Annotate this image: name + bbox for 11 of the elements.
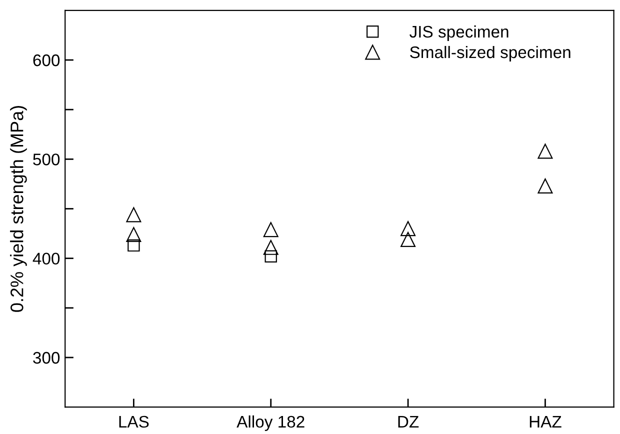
x-tick-label: LAS: [119, 416, 149, 428]
x-tick-label: DZ: [398, 416, 419, 428]
y-tick-label: 600: [33, 54, 60, 66]
legend-label: Small-sized specimen: [410, 46, 570, 62]
y-tick-label: 400: [32, 252, 60, 265]
y-tick-label: 500: [33, 154, 60, 166]
y-axis-title: 0.2% yield strength (MPa): [10, 106, 27, 312]
x-tick-label: Alloy 182: [236, 415, 304, 431]
legend-label: JIS specimen: [410, 25, 508, 41]
y-tick-label: 300: [33, 352, 60, 364]
x-tick-label: HAZ: [530, 416, 562, 428]
